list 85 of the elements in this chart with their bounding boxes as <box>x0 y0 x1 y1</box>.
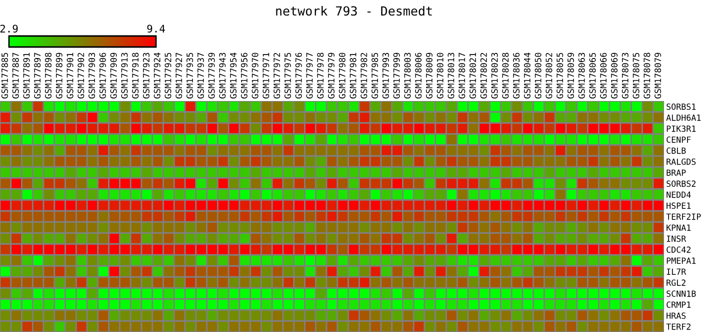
y-tick-label: IL7R <box>666 268 686 275</box>
x-tick-label: GSM177901 <box>66 52 74 98</box>
x-tick-label: GSM177954 <box>230 52 237 98</box>
x-tick-label: GSM177891 <box>23 52 30 98</box>
x-tick-label: GSM178023 <box>491 52 498 98</box>
y-tick-label: TERF2 <box>666 324 690 330</box>
x-tick-label: GSM178022 <box>480 52 487 98</box>
y-tick-label: SORBS2 <box>666 180 696 187</box>
x-tick-label: GSM178044 <box>524 52 530 98</box>
x-tick-label: GSM178079 <box>654 52 662 98</box>
color-bar-label: 2.9 <box>0 24 18 33</box>
x-tick-label: GSM177982 <box>360 52 368 98</box>
x-tick-label: GSM177979 <box>328 52 335 98</box>
x-tick-label: GSM177970 <box>252 52 258 98</box>
x-tick-label: GSM177985 <box>372 52 378 98</box>
y-tick-label: CENPF <box>666 136 691 143</box>
x-tick-label: GSM177925 <box>164 52 172 98</box>
x-tick-label: GSM177937 <box>197 52 204 98</box>
x-tick-label: GSM178055 <box>556 52 564 98</box>
x-tick-label: GSM177885 <box>1 52 8 98</box>
x-tick-label: GSM177898 <box>44 52 52 98</box>
y-tick-label: PIK3R1 <box>666 126 696 132</box>
y-tick-label: CRMP1 <box>666 302 691 308</box>
y-tick-label: KPNA1 <box>666 224 691 231</box>
y-tick-label: RALGDS <box>666 158 696 165</box>
y-tick-label: NEDD4 <box>666 192 691 198</box>
x-tick-label: GSM177939 <box>208 52 215 98</box>
x-tick-label: GSM178050 <box>534 52 542 98</box>
x-tick-label: GSM178021 <box>470 52 476 98</box>
y-tick-label: SORBS1 <box>666 104 696 110</box>
x-tick-label: GSM177903 <box>88 52 96 98</box>
x-tick-label: GSM178036 <box>513 52 520 98</box>
x-tick-label: GSM177902 <box>78 52 84 98</box>
x-tick-label: GSM178078 <box>644 52 650 98</box>
y-tick-label: ALDH6A1 <box>666 114 701 121</box>
x-tick-label: GSM177971 <box>262 52 270 98</box>
x-tick-label: GSM177924 <box>154 52 160 98</box>
x-tick-label: GSM177906 <box>99 52 106 98</box>
x-tick-label: GSM178009 <box>426 52 432 98</box>
x-tick-label: GSM177935 <box>186 52 194 98</box>
x-tick-label: GSM178059 <box>567 52 574 98</box>
x-tick-label: GSM178010 <box>436 52 444 98</box>
x-tick-label: GSM177943 <box>219 52 226 98</box>
x-tick-label: GSM178065 <box>589 52 596 98</box>
x-tick-label: GSM178003 <box>404 52 411 98</box>
x-tick-label: GSM177913 <box>121 52 128 98</box>
chart-title: network 793 - Desmedt <box>276 6 432 16</box>
x-tick-label: GSM177887 <box>12 52 19 98</box>
color-bar-label: 9.4 <box>147 24 165 33</box>
x-tick-label: GSM177976 <box>295 52 302 98</box>
x-tick-label: GSM177981 <box>350 52 356 98</box>
y-tick-label: RGL2 <box>666 280 686 286</box>
x-tick-label: GSM177993 <box>382 52 389 98</box>
y-tick-label: TERF2IP <box>666 214 701 220</box>
x-tick-label: GSM177918 <box>132 52 139 98</box>
x-tick-label: GSM177899 <box>56 52 62 98</box>
x-tick-label: GSM178069 <box>611 52 618 98</box>
y-tick-label: PMEPA1 <box>666 258 696 264</box>
y-tick-label: CBLB <box>666 148 686 154</box>
x-tick-label: GSM177923 <box>142 52 150 98</box>
x-tick-label: GSM177999 <box>393 52 400 98</box>
x-tick-label: GSM177977 <box>306 52 313 98</box>
x-tick-label: GSM177927 <box>176 52 182 98</box>
x-tick-label: GSM178066 <box>600 52 607 98</box>
x-tick-label: GSM177975 <box>284 52 291 98</box>
x-tick-label: GSM178028 <box>502 52 509 98</box>
x-tick-label: GSM178063 <box>578 52 585 98</box>
y-tick-label: INSR <box>666 236 686 242</box>
y-tick-label: HRAS <box>666 312 686 319</box>
x-tick-label: GSM177909 <box>110 52 117 98</box>
x-tick-label: GSM178017 <box>458 52 466 98</box>
y-tick-label: BRAP <box>666 170 686 176</box>
x-tick-label: GSM178075 <box>632 52 640 98</box>
x-tick-label: GSM177956 <box>240 52 248 98</box>
x-tick-label: GSM177978 <box>317 52 324 98</box>
x-tick-label: GSM177980 <box>338 52 346 98</box>
x-tick-label: GSM178073 <box>622 52 628 98</box>
y-tick-label: CDC42 <box>666 246 690 253</box>
x-tick-label: GSM177972 <box>274 52 280 98</box>
x-tick-label: GSM178006 <box>415 52 422 98</box>
x-tick-label: GSM177897 <box>34 52 41 98</box>
y-tick-label: HSPE1 <box>666 202 691 209</box>
y-tick-label: SCNN1B <box>666 290 696 297</box>
x-tick-label: GSM178052 <box>546 52 552 98</box>
x-tick-label: GSM178013 <box>448 52 454 98</box>
